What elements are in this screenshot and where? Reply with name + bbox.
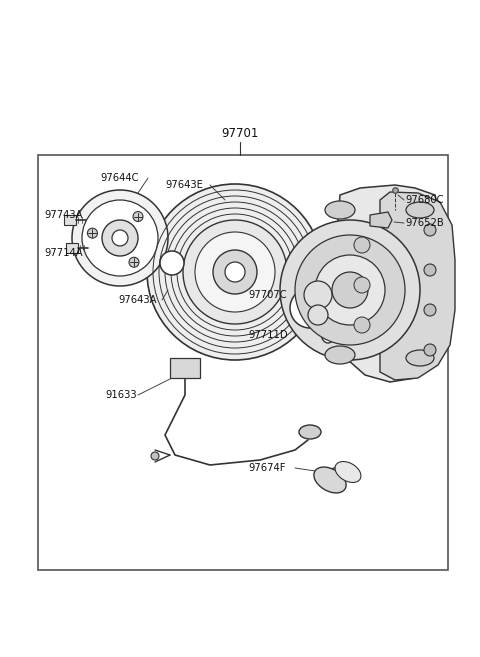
Circle shape <box>160 251 184 275</box>
Ellipse shape <box>406 350 434 366</box>
Circle shape <box>112 230 128 246</box>
Circle shape <box>225 262 245 282</box>
Polygon shape <box>338 185 440 382</box>
Ellipse shape <box>314 467 346 493</box>
Text: 97707C: 97707C <box>248 290 287 300</box>
Circle shape <box>354 277 370 293</box>
Circle shape <box>424 344 436 356</box>
Circle shape <box>151 452 159 460</box>
Ellipse shape <box>325 346 355 364</box>
Text: 97643E: 97643E <box>165 180 203 190</box>
Text: 97674F: 97674F <box>248 463 286 473</box>
Circle shape <box>133 212 143 221</box>
Circle shape <box>304 281 332 309</box>
Ellipse shape <box>321 323 335 343</box>
Text: 97643A: 97643A <box>118 295 156 305</box>
Circle shape <box>87 228 97 238</box>
Circle shape <box>72 190 168 286</box>
Bar <box>170 358 200 378</box>
Ellipse shape <box>299 425 321 439</box>
Circle shape <box>82 200 158 276</box>
Polygon shape <box>370 212 392 228</box>
Ellipse shape <box>406 202 434 218</box>
Bar <box>64 215 76 225</box>
Bar <box>66 243 78 253</box>
Text: 97714A: 97714A <box>44 248 83 258</box>
Circle shape <box>315 255 385 325</box>
Text: 97711D: 97711D <box>248 330 288 340</box>
Circle shape <box>195 232 275 312</box>
Circle shape <box>354 237 370 253</box>
Circle shape <box>354 317 370 333</box>
Circle shape <box>424 304 436 316</box>
Text: 97644C: 97644C <box>100 173 139 183</box>
Ellipse shape <box>335 461 361 482</box>
Circle shape <box>183 220 287 324</box>
Circle shape <box>295 235 405 345</box>
Circle shape <box>332 272 368 308</box>
Circle shape <box>290 288 330 328</box>
Circle shape <box>129 258 139 267</box>
Bar <box>38 155 448 570</box>
Circle shape <box>308 305 328 325</box>
Circle shape <box>147 184 323 360</box>
Polygon shape <box>380 192 455 380</box>
Ellipse shape <box>325 201 355 219</box>
Circle shape <box>102 220 138 256</box>
Text: 97743A: 97743A <box>44 210 83 220</box>
Circle shape <box>424 224 436 236</box>
Text: 91633: 91633 <box>105 390 137 400</box>
Text: 97652B: 97652B <box>405 218 444 228</box>
Circle shape <box>280 220 420 360</box>
Circle shape <box>213 250 257 294</box>
Circle shape <box>424 264 436 276</box>
Text: 97701: 97701 <box>221 127 259 140</box>
Text: 97680C: 97680C <box>405 195 444 205</box>
